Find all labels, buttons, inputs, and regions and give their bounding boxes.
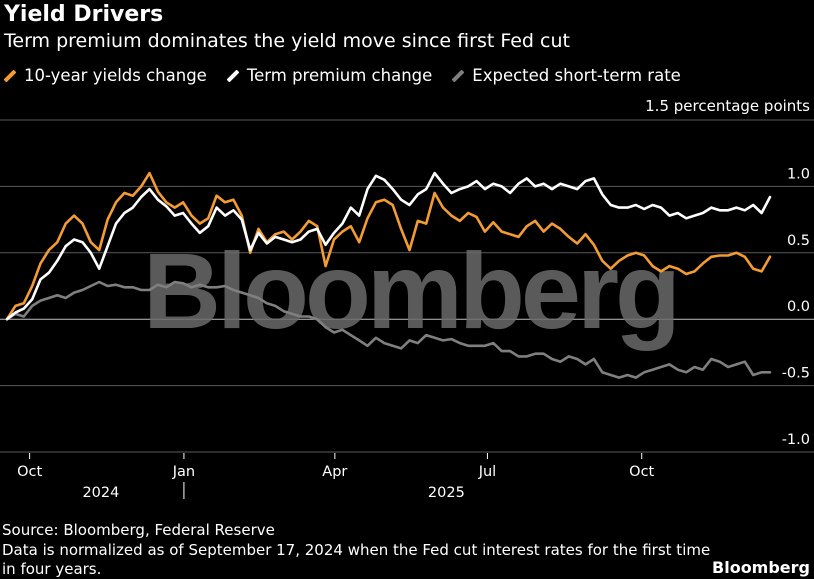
legend: 10-year yields change Term premium chang… — [4, 66, 681, 85]
series-line-term-premium — [5, 171, 772, 321]
legend-item-ten-year: 10-year yields change — [4, 66, 207, 85]
x-tick-label-2: Apr — [322, 464, 347, 480]
legend-item-short-rate: Expected short-term rate — [452, 66, 681, 85]
series-line-ten-year — [5, 171, 772, 321]
data-note-line-1: Data is normalized as of September 17, 2… — [2, 541, 711, 559]
x-year-label-1: 2025 — [428, 485, 465, 501]
legend-swatch-ten-year — [4, 69, 16, 82]
legend-label-ten-year: 10-year yields change — [24, 66, 207, 85]
y-axis-unit-label: 1.5 percentage points — [645, 97, 810, 115]
chart-subtitle: Term premium dominates the yield move si… — [4, 30, 570, 52]
data-note-line-2: in four years. — [2, 560, 102, 578]
chart-title: Yield Drivers — [4, 2, 164, 27]
x-year-label-0: 2024 — [82, 485, 119, 501]
legend-label-term-premium: Term premium change — [246, 66, 433, 85]
x-tick-label-0: Oct — [17, 464, 42, 480]
x-tick-label-3: Jul — [478, 464, 497, 480]
legend-swatch-short-rate — [452, 69, 465, 82]
y-tick-label-1: 0.5 — [787, 233, 810, 249]
bloomberg-logo: Bloomberg — [712, 558, 810, 577]
x-tick-label-4: Oct — [629, 464, 654, 480]
y-tick-label-2: 0.0 — [787, 299, 810, 315]
legend-item-term-premium: Term premium change — [226, 66, 433, 85]
legend-label-short-rate: Expected short-term rate — [472, 66, 681, 85]
source-note: Source: Bloomberg, Federal Reserve — [2, 521, 275, 539]
series-line-short-rate — [5, 280, 772, 379]
legend-swatch-term-premium — [226, 69, 239, 82]
y-tick-label-0: 1.0 — [787, 166, 810, 182]
y-tick-label-3: -0.5 — [782, 366, 810, 382]
y-tick-label-4: -1.0 — [782, 432, 810, 448]
x-tick-label-1: Jan — [172, 464, 195, 480]
